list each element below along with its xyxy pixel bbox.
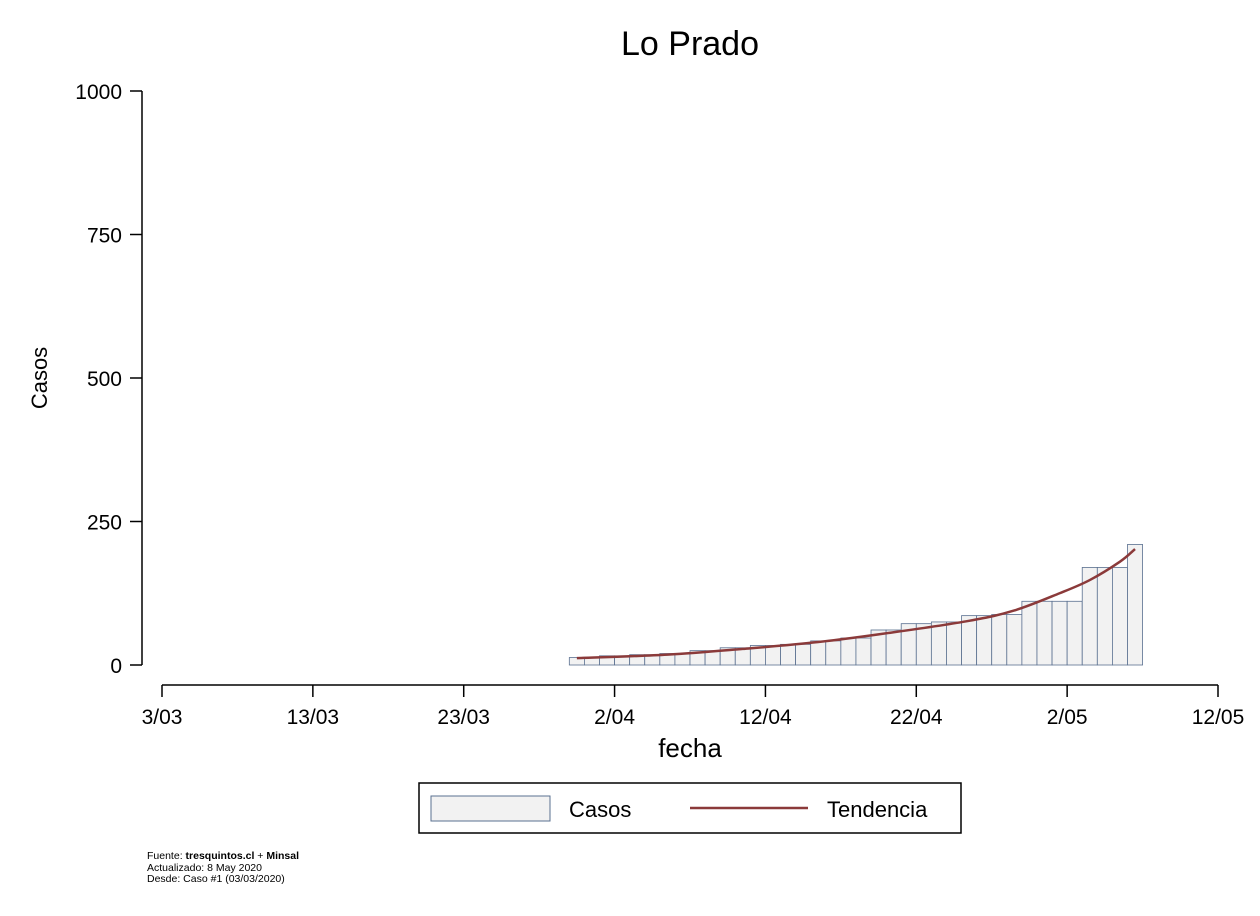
legend-label-tendencia: Tendencia <box>827 797 928 822</box>
x-tick-label: 2/04 <box>594 706 635 729</box>
x-tick-label: 12/04 <box>739 706 792 729</box>
bar <box>1036 600 1053 666</box>
chart-title: Lo Prado <box>621 25 759 63</box>
bar <box>825 640 842 666</box>
y-tick-label: 750 <box>87 225 122 248</box>
since-line: Desde: Caso #1 (03/03/2020) <box>147 873 285 885</box>
x-axis-ticks: 3/03 13/03 23/03 2/04 12/04 22/04 2/05 12/05 <box>142 685 1245 729</box>
bar <box>855 637 872 666</box>
source-name: tresquintos.cl <box>185 850 255 862</box>
legend-label-casos: Casos <box>569 797 631 822</box>
y-tick-label: 0 <box>110 655 122 678</box>
bar <box>976 615 993 666</box>
y-tick-label: 1000 <box>75 81 122 104</box>
y-tick-label: 500 <box>87 368 122 391</box>
source-minsal: Minsal <box>266 850 300 862</box>
bar <box>991 614 1008 666</box>
bar <box>1127 544 1143 666</box>
bar <box>780 643 796 666</box>
source-note: Fuente: tresquintos.cl + Minsal Actualiz… <box>147 850 300 886</box>
bar <box>1096 567 1113 666</box>
x-tick-label: 2/05 <box>1047 706 1088 729</box>
x-tick-label: 3/03 <box>142 706 183 729</box>
x-tick-label: 13/03 <box>287 706 340 729</box>
x-tick-label: 23/03 <box>437 706 490 729</box>
bar-series-casos <box>568 544 1143 666</box>
bar <box>930 621 947 666</box>
bar <box>1112 567 1128 666</box>
bar <box>810 640 827 666</box>
bar <box>840 637 857 666</box>
y-axis-label: Casos <box>27 347 52 409</box>
bar <box>765 645 781 666</box>
x-tick-label: 12/05 <box>1192 706 1245 729</box>
trend-line <box>576 548 1136 660</box>
legend-swatch-casos <box>430 795 551 822</box>
bar <box>1051 600 1068 666</box>
bar <box>885 629 902 666</box>
bar <box>961 615 978 666</box>
bar <box>1066 600 1083 666</box>
source-line: Fuente: tresquintos.cl + Minsal <box>147 850 300 862</box>
bar <box>946 621 962 666</box>
y-axis-ticks: 0 250 500 750 1000 <box>75 81 142 678</box>
x-tick-label: 22/04 <box>890 706 943 729</box>
y-tick-label: 250 <box>87 512 122 535</box>
updated-line: Actualizado: 8 May 2020 <box>147 861 262 874</box>
bar <box>1021 600 1038 666</box>
bar <box>1006 614 1023 666</box>
legend: Casos Tendencia <box>418 782 962 834</box>
bar <box>795 643 812 666</box>
x-axis-label: fecha <box>658 733 722 763</box>
